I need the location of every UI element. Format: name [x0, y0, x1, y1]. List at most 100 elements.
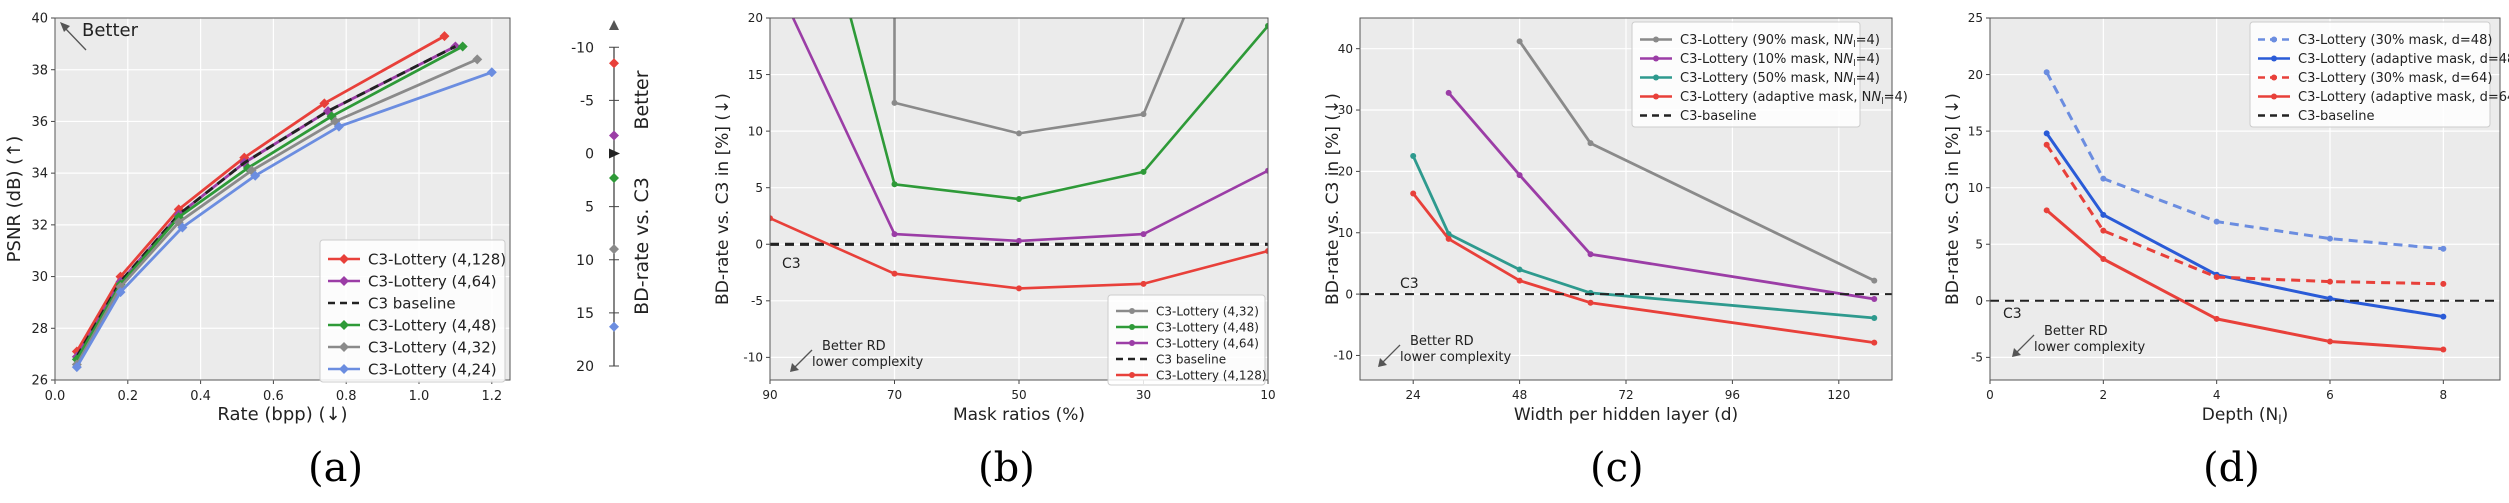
panel-c-annotation-arrow — [1381, 344, 1401, 364]
panel-c-legend-label: C3-Lottery (adaptive mask, NNl=4) — [1680, 90, 1908, 107]
panel-c-x-tick-label: 96 — [1725, 388, 1740, 402]
panel-d-series-group — [2043, 207, 2447, 353]
panel-c-baseline-label: C3 — [1400, 276, 1419, 292]
panel-c-annotation-text: lower complexity — [1400, 350, 1511, 365]
panel-d-data-point — [2213, 274, 2220, 281]
panel-d-data-point — [2440, 245, 2447, 252]
panel-c-data-point — [1587, 299, 1594, 306]
panel-a-series-line — [75, 58, 478, 366]
panel-b-x-tick-label: 90 — [762, 388, 777, 402]
panel-a-strip-tick-label: 0 — [585, 147, 594, 163]
panel-d-x-axis-label: Depth (Nl) — [2202, 405, 2289, 427]
panel-d-data-point — [2440, 346, 2447, 353]
panel-b-y-tick-label: 15 — [748, 68, 763, 82]
panel-b-x-axis-label: Mask ratios (%) — [953, 405, 1085, 425]
panel-a-legend-label: C3-Lottery (4,64) — [368, 272, 497, 290]
panel-a-x-tick-label: 0.4 — [190, 389, 211, 404]
panel-a-y-tick-label: 34 — [31, 167, 48, 182]
panel-b-data-point — [891, 231, 898, 238]
panel-b-data-point — [1265, 22, 1268, 29]
panel-c-legend-marker — [1653, 36, 1659, 43]
panel-a-series-line — [75, 34, 446, 353]
panel-a-x-tick-label: 1.0 — [409, 389, 430, 404]
panel-b-baseline-label: C3 — [782, 256, 801, 272]
panel-c-data-point — [1871, 315, 1878, 322]
panel-d-x-tick-label: 2 — [2100, 388, 2108, 402]
panel-b-annotation-text: Better RD — [822, 339, 886, 354]
panel-a-strip-tick-label: 5 — [585, 200, 594, 216]
panel-c-x-tick-label: 48 — [1512, 388, 1527, 402]
panel-d-x-tick-label: 6 — [2326, 388, 2334, 402]
panel-a-strip-axis-arrowhead — [609, 20, 619, 30]
panel-b-legend-label: C3-Lottery (4,64) — [1156, 336, 1259, 350]
panel-c-data-point — [1871, 339, 1878, 346]
panel-b-frame — [769, 17, 1269, 381]
panel-d-data-point — [2327, 235, 2333, 242]
panel-d-data-point — [2213, 315, 2220, 322]
panel-b-data-point — [1140, 168, 1147, 175]
panel-b-data-point — [891, 181, 898, 188]
panel-b-series-group — [770, 215, 1268, 292]
panel-d-y-tick-label: 25 — [1968, 11, 1983, 25]
panel-d-annotation-arrowhead — [2012, 348, 2021, 357]
panel-c-y-tick-label: 40 — [1338, 42, 1353, 56]
panel-c-legend-marker — [1653, 74, 1659, 81]
panel-b-data-point — [1140, 280, 1147, 287]
panel-c-y-tick-label: 30 — [1338, 103, 1353, 117]
panel-c-data-point — [1587, 140, 1594, 147]
panel-a-strip-tick-label: -10 — [571, 40, 594, 56]
panel-d-legend-label: C3-baseline — [2298, 109, 2375, 124]
panel-a-annotation-arrow — [63, 26, 87, 51]
panel-d-legend-label: C3-Lottery (adaptive mask, d=64) — [2298, 90, 2509, 105]
panel-b-annotation-text: lower complexity — [812, 355, 923, 370]
panel-d-x-tick-label: 4 — [2213, 388, 2221, 402]
panel-caption-b: (b) — [978, 445, 1035, 491]
panel-a-data-point — [177, 222, 188, 233]
panel-c-y-tick-label: 0 — [1345, 287, 1353, 301]
panel-b-legend-box — [1107, 294, 1266, 386]
panel-d-y-tick-label: 15 — [1968, 124, 1983, 138]
panel-a-y-tick-label: 30 — [31, 270, 48, 285]
panel-a-strip-data-point — [609, 130, 619, 141]
panel-a-legend-marker — [339, 364, 349, 374]
panel-b-y-axis-label: BD-rate vs. C3 in [%] (↓) — [713, 93, 733, 305]
panel-b-data-point — [770, 215, 773, 222]
panel-b-legend-label: C3-Lottery (4,32) — [1156, 304, 1259, 318]
panel-d-data-point — [2440, 280, 2447, 287]
panel-d-frame — [1989, 17, 2501, 381]
panel-c-legend-marker — [1653, 55, 1659, 62]
panel-a-x-tick-label: 1.2 — [481, 389, 502, 404]
panel-a-strip-axis-label: BD-rate vs. C3 — [631, 177, 653, 315]
panel-a-y-axis-label: PSNR (dB) (↑) — [4, 136, 25, 263]
panel-b-legend-marker — [1129, 324, 1135, 330]
panel-d-series-group — [2043, 141, 2447, 287]
panel-b-series-group — [791, 18, 1268, 244]
panel-b-data-point — [891, 99, 898, 106]
panel-a-x-tick-label: 0.6 — [263, 389, 284, 404]
panel-b-x-tick-label: 10 — [1260, 388, 1275, 402]
panel-d-x-tick-label: 0 — [1986, 388, 1994, 402]
panel-d-y-tick-label: 20 — [1968, 68, 1983, 82]
panel-b-y-tick-label: 20 — [748, 11, 763, 25]
panel-a-legend-marker — [339, 254, 349, 264]
panel-b-series-group — [849, 18, 1268, 202]
panel-a-legend-marker — [339, 342, 349, 352]
panel-d-annotation-text: Better RD — [2044, 324, 2108, 339]
panel-d-baseline-label: C3 — [2003, 306, 2022, 322]
panel-a-x-tick-label: 0.2 — [117, 389, 138, 404]
panel-c-series-line — [1447, 91, 1875, 301]
panel-a-data-point — [333, 121, 344, 132]
panel-a-legend-box — [319, 239, 506, 383]
panel-b-data-point — [891, 270, 898, 277]
panel-a-legend-label: C3 baseline — [368, 294, 456, 312]
panel-a-legend-marker — [339, 276, 349, 286]
panel-d-data-point — [2213, 218, 2220, 225]
panel-b-legend-label: C3-Lottery (4,48) — [1156, 320, 1259, 334]
panel-d-y-axis-label: BD-rate vs. C3 in [%] (↓) — [1943, 93, 1963, 305]
panel-a-data-point — [115, 287, 126, 298]
panel-c-data-point — [1516, 277, 1523, 284]
panel-a-x-tick-label: 0.0 — [45, 389, 66, 404]
panel-a-x-tick-label: 0.8 — [336, 389, 357, 404]
panel-d-y-tick-label: -5 — [1971, 351, 1983, 365]
